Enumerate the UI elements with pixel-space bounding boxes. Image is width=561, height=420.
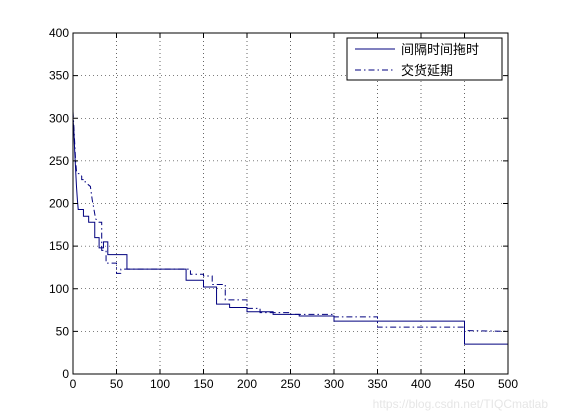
x-tick-label: 100 bbox=[150, 377, 170, 391]
y-tick-label: 150 bbox=[49, 239, 69, 253]
x-tick-label: 500 bbox=[498, 377, 518, 391]
y-tick-label: 300 bbox=[49, 111, 69, 125]
watermark: https://blog.csdn.net/TIQCmatlab bbox=[373, 397, 549, 411]
series-line-1 bbox=[72, 111, 509, 332]
y-tick-labels: 0 50 100 150 200 250 300 350 400 bbox=[49, 26, 69, 381]
y-tick-label: 50 bbox=[56, 324, 70, 338]
y-tick-label: 0 bbox=[62, 367, 69, 381]
legend: 间隔时间拖时 交货延期 bbox=[346, 37, 503, 81]
plot-axes: 0 50 100 150 200 250 300 350 400 450 500 0 50 100 150… bbox=[49, 26, 518, 391]
series-layer bbox=[72, 111, 509, 345]
x-tick-label: 300 bbox=[324, 377, 344, 391]
legend-label-0: 间隔时间拖时 bbox=[401, 43, 479, 58]
x-tick-label: 250 bbox=[280, 377, 300, 391]
y-tick-label: 350 bbox=[49, 69, 69, 83]
legend-label-1: 交货延期 bbox=[401, 63, 453, 79]
axis-ticks bbox=[72, 32, 509, 375]
x-tick-label: 150 bbox=[193, 377, 213, 391]
x-tick-label: 50 bbox=[110, 377, 124, 391]
x-tick-label: 200 bbox=[237, 377, 257, 391]
x-tick-label: 0 bbox=[70, 377, 77, 391]
y-tick-label: 250 bbox=[49, 154, 69, 168]
legend-box bbox=[346, 37, 503, 81]
x-tick-labels: 0 50 100 150 200 250 300 350 400 450 500 bbox=[70, 377, 519, 391]
y-tick-label: 100 bbox=[49, 282, 69, 296]
plot-area bbox=[73, 33, 508, 374]
y-tick-label: 400 bbox=[49, 26, 69, 40]
y-tick-label: 200 bbox=[49, 197, 69, 211]
grid-lines bbox=[73, 33, 508, 374]
x-tick-label: 350 bbox=[367, 377, 387, 391]
x-tick-label: 450 bbox=[454, 377, 474, 391]
x-tick-label: 400 bbox=[411, 377, 431, 391]
series-line-0 bbox=[72, 118, 508, 345]
